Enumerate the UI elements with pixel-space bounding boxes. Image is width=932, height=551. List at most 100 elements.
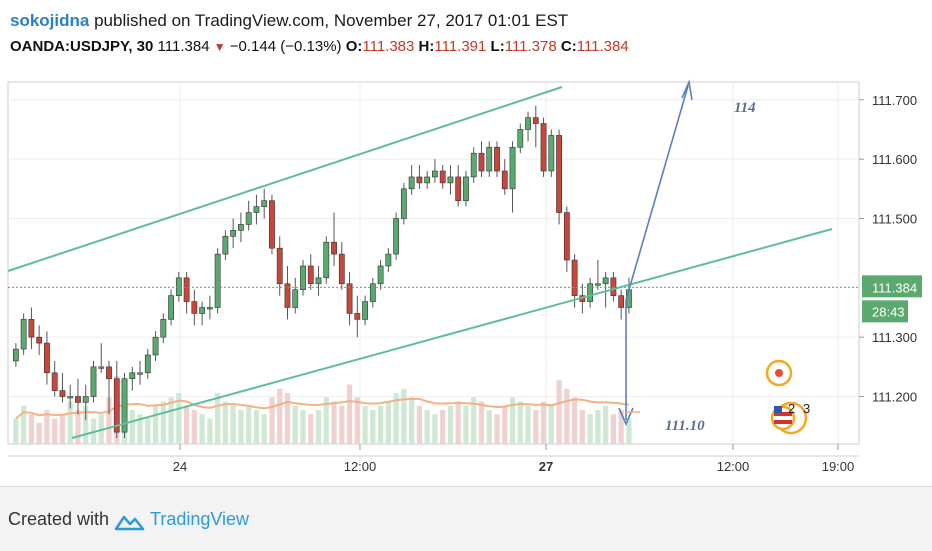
candle-body (494, 146, 500, 172)
candle-body (168, 295, 174, 320)
time-axis[interactable]: 24 12:00 27 12:00 19:00 (173, 444, 855, 474)
volume-bar (277, 388, 283, 444)
symbol-label[interactable]: OANDA:USDJPY, 30 (10, 38, 154, 55)
volume-bar (308, 414, 314, 444)
candle-body (594, 283, 601, 286)
candle-body (152, 336, 159, 356)
candle-body (408, 176, 415, 190)
plot-area[interactable] (7, 81, 860, 445)
volume-bar (494, 414, 500, 444)
open-label: O: (345, 38, 363, 55)
candle-body (338, 253, 345, 285)
footer: Created with TradingView (0, 486, 932, 551)
volume-bar (471, 397, 477, 444)
volume-bar (517, 401, 523, 444)
volume-bar (246, 405, 252, 444)
countdown-tag-text: 28:43 (872, 304, 905, 319)
up-target-label: 114 (734, 100, 756, 116)
candle-body (463, 176, 469, 201)
open-value: 111.383 (362, 38, 415, 55)
last-price-tag: 111.384 (862, 275, 922, 298)
x-tick-label: 19:00 (822, 459, 855, 474)
candle-body (129, 372, 136, 380)
x-tick-label: 24 (173, 459, 187, 474)
us-flag-stripe-icon (774, 420, 792, 424)
candle-body (36, 336, 43, 344)
candle-body (424, 176, 431, 184)
arrow-up-head (681, 79, 693, 101)
volume-bar (432, 414, 438, 444)
us-flag-stripe-icon (774, 412, 792, 416)
volume-bar (610, 414, 616, 444)
event-count-a: 2 (788, 401, 795, 416)
price-axis[interactable]: 111.700 111.600 111.500 111.300 111.200 111.3… (859, 93, 922, 405)
volume-bar (52, 418, 58, 444)
down-target-label: 111.10 (665, 418, 705, 434)
candle-body (307, 265, 314, 285)
volume-bar (292, 405, 298, 444)
candle-body (106, 366, 112, 380)
candle-body (501, 170, 508, 190)
candle-body (563, 212, 570, 261)
x-tick-label: 12:00 (717, 459, 750, 474)
candle-body (571, 259, 578, 296)
candle-body (610, 277, 617, 296)
tradingview-brand[interactable]: TradingView (150, 509, 250, 529)
volume-bar (137, 414, 143, 444)
candle-body (276, 247, 283, 285)
volume-bar (261, 414, 267, 444)
candle-body (20, 319, 27, 350)
volume-bar (207, 418, 213, 444)
y-tick-label: 111.500 (872, 211, 917, 226)
candle-body (238, 224, 244, 231)
candle-body (269, 200, 275, 249)
volume-bar (486, 410, 492, 444)
channel-lower-trendline (71, 228, 833, 439)
candle-body (199, 307, 206, 314)
candle-body (292, 289, 299, 308)
low-label: L: (490, 38, 505, 55)
candle-body (67, 396, 74, 399)
candle-body (284, 283, 291, 308)
volume-bar (238, 410, 244, 444)
candle-body (214, 253, 221, 308)
volume-bar (160, 401, 166, 444)
volume-bar (564, 388, 570, 444)
candle-body (556, 135, 562, 213)
volume-bar (339, 405, 345, 444)
candle-body (82, 396, 89, 403)
volume-bar (502, 405, 508, 444)
volume-bar (230, 405, 236, 444)
volume-bar (13, 418, 19, 444)
candle-body (509, 146, 516, 190)
candle-body (602, 277, 609, 285)
high-label: H: (418, 38, 435, 55)
event-count-b: 3 (803, 401, 810, 416)
candle-body (587, 283, 594, 302)
candle-body (470, 152, 477, 178)
us-flag-canton-icon (774, 406, 782, 413)
volume-bar (362, 405, 368, 444)
tradingview-cloud-icon[interactable] (112, 511, 146, 533)
volume-bar (21, 405, 27, 444)
volume-bar (401, 388, 407, 444)
volume-bar (145, 418, 151, 444)
candle-body (230, 230, 237, 237)
candle-body (59, 390, 66, 397)
publish-line: sokojidna published on TradingView.com, … (10, 8, 910, 34)
drawings[interactable]: 114 111.10 2 3 (7, 79, 859, 439)
arrow-up-line (625, 85, 689, 301)
candle-body (393, 218, 400, 255)
candle-body (331, 241, 337, 255)
candles (12, 105, 632, 439)
candle-body (51, 372, 58, 391)
volume-bar (424, 410, 430, 444)
price-chart[interactable]: 114 111.10 2 3 111.700 111.600 111.500 111.300… (0, 0, 932, 486)
author-link[interactable]: sokojidna (10, 11, 90, 30)
candle-body (245, 212, 252, 225)
volume-bar (176, 393, 182, 444)
candle-body (261, 200, 268, 207)
last-price-tag-bg (862, 275, 922, 298)
x-tick-label: 12:00 (344, 459, 377, 474)
